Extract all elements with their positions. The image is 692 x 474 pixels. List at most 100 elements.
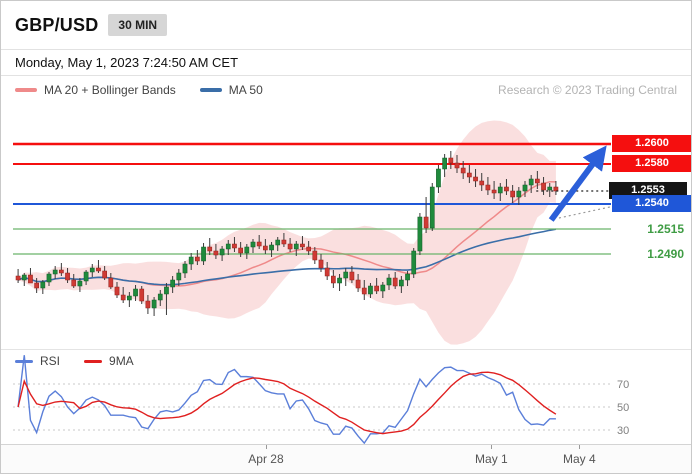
candle-body	[423, 216, 429, 229]
legend-ma50-label: MA 50	[228, 83, 263, 97]
candle-body	[256, 241, 262, 247]
candle-body	[71, 279, 77, 287]
candle-body	[176, 272, 182, 281]
ma9-swatch-icon	[84, 359, 103, 363]
chart-legend: MA 20 + Bollinger Bands MA 50 Research ©…	[1, 77, 691, 103]
candle-body	[337, 277, 342, 284]
candle-body	[553, 186, 559, 192]
axis-tick	[265, 445, 267, 449]
candle-body	[467, 172, 472, 178]
candle-body	[207, 246, 213, 252]
candle-body	[528, 178, 534, 186]
candle-body	[361, 287, 367, 295]
candle-body	[504, 186, 509, 192]
candle-body	[213, 250, 219, 256]
rsi-legend: RSI 9MA	[15, 354, 158, 368]
candle-body	[516, 190, 522, 198]
ma50-swatch-icon	[199, 88, 222, 92]
candle-body	[497, 186, 503, 194]
candle-body	[238, 247, 243, 254]
candle-body	[411, 250, 417, 275]
legend-ma50: MA 50	[199, 83, 263, 97]
candle-body	[219, 248, 225, 256]
candle-body	[102, 270, 107, 279]
candle-body	[454, 162, 460, 169]
candle-body	[120, 294, 126, 301]
candle-body	[40, 281, 46, 289]
rsi-9ma-line	[17, 371, 557, 435]
candle-body	[34, 282, 39, 289]
chart-datetime: Monday, May 1, 2023 7:24:50 AM CET	[1, 49, 691, 76]
axis-label-may-1: May 1	[475, 452, 508, 466]
timeframe-badge: 30 MIN	[108, 14, 168, 36]
research-credit: Research © 2023 Trading Central	[498, 83, 677, 97]
candle-body	[201, 246, 206, 262]
price-level-label-1.2540: 1.2540	[612, 195, 691, 212]
legend-9ma-label: 9MA	[109, 354, 134, 368]
candle-body	[263, 245, 268, 251]
candle-body	[429, 186, 435, 229]
chart-header: GBP/USD 30 MIN	[1, 1, 691, 49]
candle-body	[182, 263, 188, 274]
candle-body	[380, 284, 386, 292]
candle-body	[417, 216, 423, 252]
candle-body	[188, 256, 194, 265]
time-axis: Apr 28 May 1 May 4	[1, 444, 691, 473]
candle-body	[473, 176, 478, 182]
candle-body	[522, 184, 528, 192]
price-level-label-1.2490: 1.2490	[647, 247, 684, 261]
ma50-line	[17, 228, 557, 286]
legend-ma20-label: MA 20 + Bollinger Bands	[44, 83, 176, 97]
rsi-line	[17, 355, 556, 444]
candle-body	[386, 277, 392, 286]
candle-body	[269, 244, 274, 251]
bullish-projection-arrow	[548, 145, 607, 222]
candle-body	[157, 293, 163, 301]
candle-body	[151, 299, 157, 309]
price-chart-canvas	[13, 120, 611, 345]
candle-body	[195, 256, 200, 262]
candle-body	[96, 267, 101, 272]
candle-body	[460, 167, 466, 174]
price-level-label-1.2515: 1.2515	[647, 222, 684, 236]
legend-ma20-bollinger: MA 20 + Bollinger Bands	[15, 83, 176, 97]
candle-body	[287, 243, 293, 250]
candle-body	[392, 277, 398, 287]
candle-body	[127, 295, 132, 301]
candle-body	[479, 180, 485, 186]
candle-body	[405, 273, 410, 281]
axis-label-may-4: May 4	[562, 452, 596, 466]
price-level-label-1.2580: 1.2580	[612, 155, 691, 172]
candle-body	[244, 246, 250, 254]
candle-body	[250, 241, 256, 248]
dotted-projection	[558, 206, 610, 219]
legend-9ma: 9MA	[84, 354, 134, 368]
candle-body	[399, 279, 404, 287]
candle-body	[306, 246, 311, 252]
axis-tick	[491, 445, 493, 449]
candle-body	[28, 274, 33, 284]
candle-body	[343, 271, 349, 279]
candle-body	[232, 243, 237, 249]
candle-body	[46, 273, 52, 283]
candle-body	[324, 267, 330, 277]
candle-body	[52, 269, 58, 275]
candle-body	[21, 274, 27, 281]
candle-body	[114, 286, 120, 296]
candle-body	[108, 277, 114, 288]
candle-body	[275, 239, 281, 246]
candle-body	[77, 280, 83, 287]
axis-tick	[579, 445, 581, 449]
candle-body	[374, 285, 379, 292]
ma20-swatch-icon	[15, 88, 37, 92]
candle-body	[170, 279, 175, 288]
candle-body	[281, 239, 287, 245]
rsi-swatch-icon	[15, 359, 33, 363]
legend-rsi-label: RSI	[40, 354, 61, 368]
axis-label-apr-28: Apr 28	[248, 452, 284, 466]
candle-body	[300, 243, 305, 248]
candle-body	[312, 250, 318, 261]
legend-rsi: RSI	[15, 354, 60, 368]
candle-body	[448, 157, 454, 164]
